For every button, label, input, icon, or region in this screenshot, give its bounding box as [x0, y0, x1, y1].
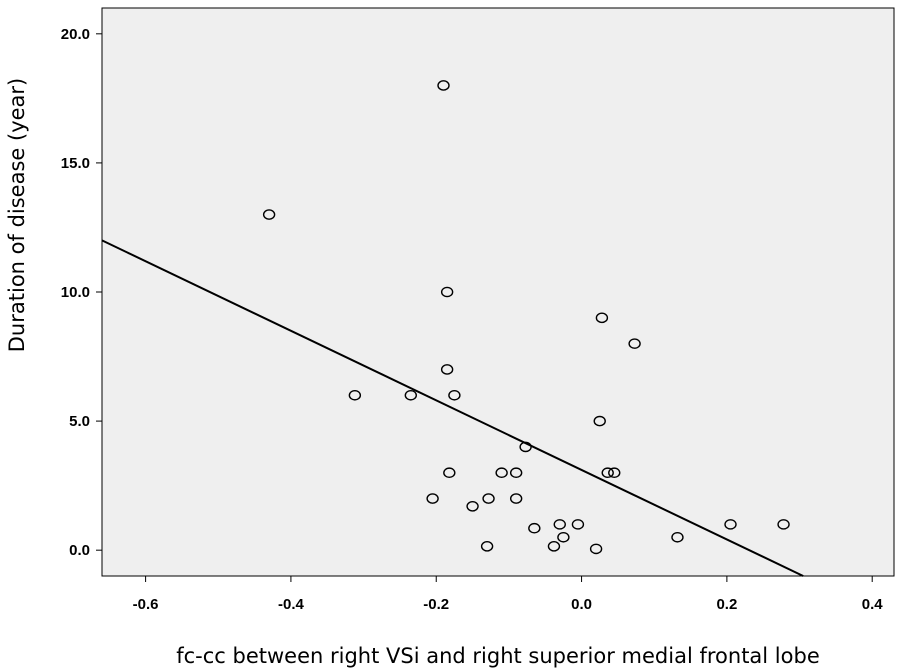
- y-axis-title: Duration of disease (year): [5, 78, 29, 352]
- regression-line: [101, 239, 804, 577]
- data-point: [571, 519, 585, 530]
- data-point: [557, 531, 570, 543]
- data-point: [593, 415, 606, 427]
- x-tick-label: 0.0: [571, 596, 592, 613]
- data-point: [440, 364, 454, 375]
- data-points: [262, 80, 790, 555]
- data-point: [628, 338, 641, 349]
- y-axis: 0.0 5.0 10.0 15.0 20.0: [61, 26, 102, 559]
- y-tick-label: 20.0: [61, 26, 90, 43]
- data-point: [426, 493, 439, 504]
- data-point: [601, 467, 614, 479]
- data-point: [404, 389, 418, 401]
- x-tick-label: -0.4: [278, 596, 305, 613]
- data-point: [528, 522, 541, 534]
- data-point: [589, 543, 603, 555]
- data-point: [595, 312, 609, 324]
- data-point: [509, 467, 523, 479]
- data-point: [480, 541, 494, 552]
- x-axis: -0.6 -0.4 -0.2 0.0 0.2 0.4: [133, 576, 884, 613]
- y-tick-label: 5.0: [69, 413, 90, 430]
- x-tick-label: -0.6: [133, 596, 159, 613]
- data-point: [777, 519, 790, 530]
- data-point: [509, 493, 523, 504]
- plot-area: [101, 7, 895, 577]
- data-point: [724, 519, 737, 530]
- data-point: [437, 80, 450, 91]
- data-point: [443, 467, 456, 479]
- x-axis-title: fc-cc between right VSi and right superi…: [176, 644, 820, 668]
- data-point: [448, 389, 461, 401]
- data-point: [466, 500, 479, 512]
- data-point: [547, 541, 561, 552]
- y-tick-label: 10.0: [61, 284, 90, 301]
- data-point: [482, 493, 495, 504]
- x-tick-label: 0.4: [862, 596, 884, 613]
- y-tick-label: 0.0: [69, 542, 90, 559]
- data-point: [553, 519, 566, 530]
- data-point: [348, 389, 362, 401]
- data-point: [608, 467, 621, 479]
- x-tick-label: 0.2: [716, 596, 737, 613]
- data-point: [519, 441, 532, 453]
- x-tick-label: -0.2: [423, 596, 449, 613]
- data-point: [671, 531, 684, 543]
- y-tick-label: 15.0: [61, 155, 90, 172]
- data-point: [440, 286, 454, 298]
- data-point: [262, 209, 276, 220]
- data-point: [495, 467, 508, 479]
